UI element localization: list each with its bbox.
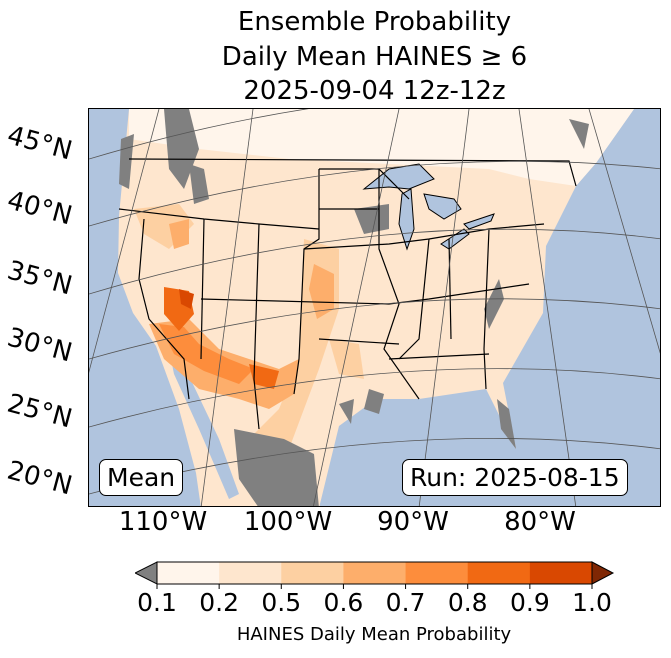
colorbar-over-triangle: [591, 561, 615, 585]
colorbar-tick-label: 0.9: [509, 588, 550, 617]
lat-label-25: 25°N: [4, 388, 76, 435]
lon-label-110: 110°W: [118, 507, 208, 537]
colorbar-frame: [156, 561, 593, 585]
title-line-3: 2025-09-04 12z-12z: [243, 76, 506, 106]
colorbar-bin: [157, 562, 220, 584]
lon-label-90: 90°W: [377, 507, 449, 537]
great-lakes: [362, 163, 495, 251]
lat-label-45: 45°N: [4, 120, 76, 167]
gulf-of-california: [169, 349, 239, 499]
title-line-2: Daily Mean HAINES ≥ 6: [221, 42, 528, 72]
colorbar-tick-label: 0.6: [323, 588, 364, 617]
lat-line-25: [89, 368, 660, 428]
map-canvas: [89, 109, 660, 506]
colorbar: [135, 561, 615, 589]
lon-line-100: [313, 109, 400, 506]
colorbar-bin: [219, 562, 282, 584]
run-date-box: Run: 2025-08-15: [402, 459, 628, 496]
lat-label-20: 20°N: [4, 455, 76, 502]
lat-line-45: [89, 109, 310, 160]
lat-label-30: 30°N: [4, 322, 76, 369]
lat-line-35: [89, 228, 660, 295]
colorbar-under-triangle: [135, 561, 158, 585]
mean-label-box: Mean: [99, 459, 184, 496]
colorbar-bin: [467, 562, 531, 584]
graticule: [89, 109, 660, 506]
lat-line-30: [89, 298, 660, 360]
below-minimum-areas: [119, 109, 589, 506]
colorbar-tick-label: 0.8: [447, 588, 488, 617]
lon-label-80: 80°W: [504, 507, 576, 537]
colorbar-bin: [343, 562, 407, 584]
lat-line-40: [89, 160, 660, 227]
colorbar-tick-label: 0.7: [385, 588, 426, 617]
probability-map: Mean Run: 2025-08-15: [88, 108, 661, 507]
colorbar-tick-label: 0.2: [199, 588, 240, 617]
lon-line-110: [200, 109, 254, 506]
title-line-1: Ensemble Probability: [237, 7, 512, 37]
canada-light-area: [129, 109, 634, 186]
lon-line-120: [89, 109, 160, 374]
colorbar-tick-label: 0.5: [261, 588, 302, 617]
lon-label-100: 100°W: [243, 507, 333, 537]
lon-line-80: [518, 109, 577, 506]
lat-label-35: 35°N: [4, 255, 76, 302]
state-borders: [118, 158, 577, 430]
colorbar-bin: [405, 562, 469, 584]
lat-label-40: 40°N: [4, 185, 76, 232]
high-probability-areas: [134, 204, 364, 469]
colorbar-tick-label: 0.1: [137, 588, 177, 617]
colorbar-tick-label: 1.0: [572, 588, 612, 617]
lon-line-70: [588, 109, 660, 354]
colorbar-label: HAINES Daily Mean Probability: [236, 624, 512, 645]
lon-line-90: [418, 109, 470, 506]
colorbar-bin: [281, 562, 344, 584]
colorbar-bin: [529, 562, 593, 584]
